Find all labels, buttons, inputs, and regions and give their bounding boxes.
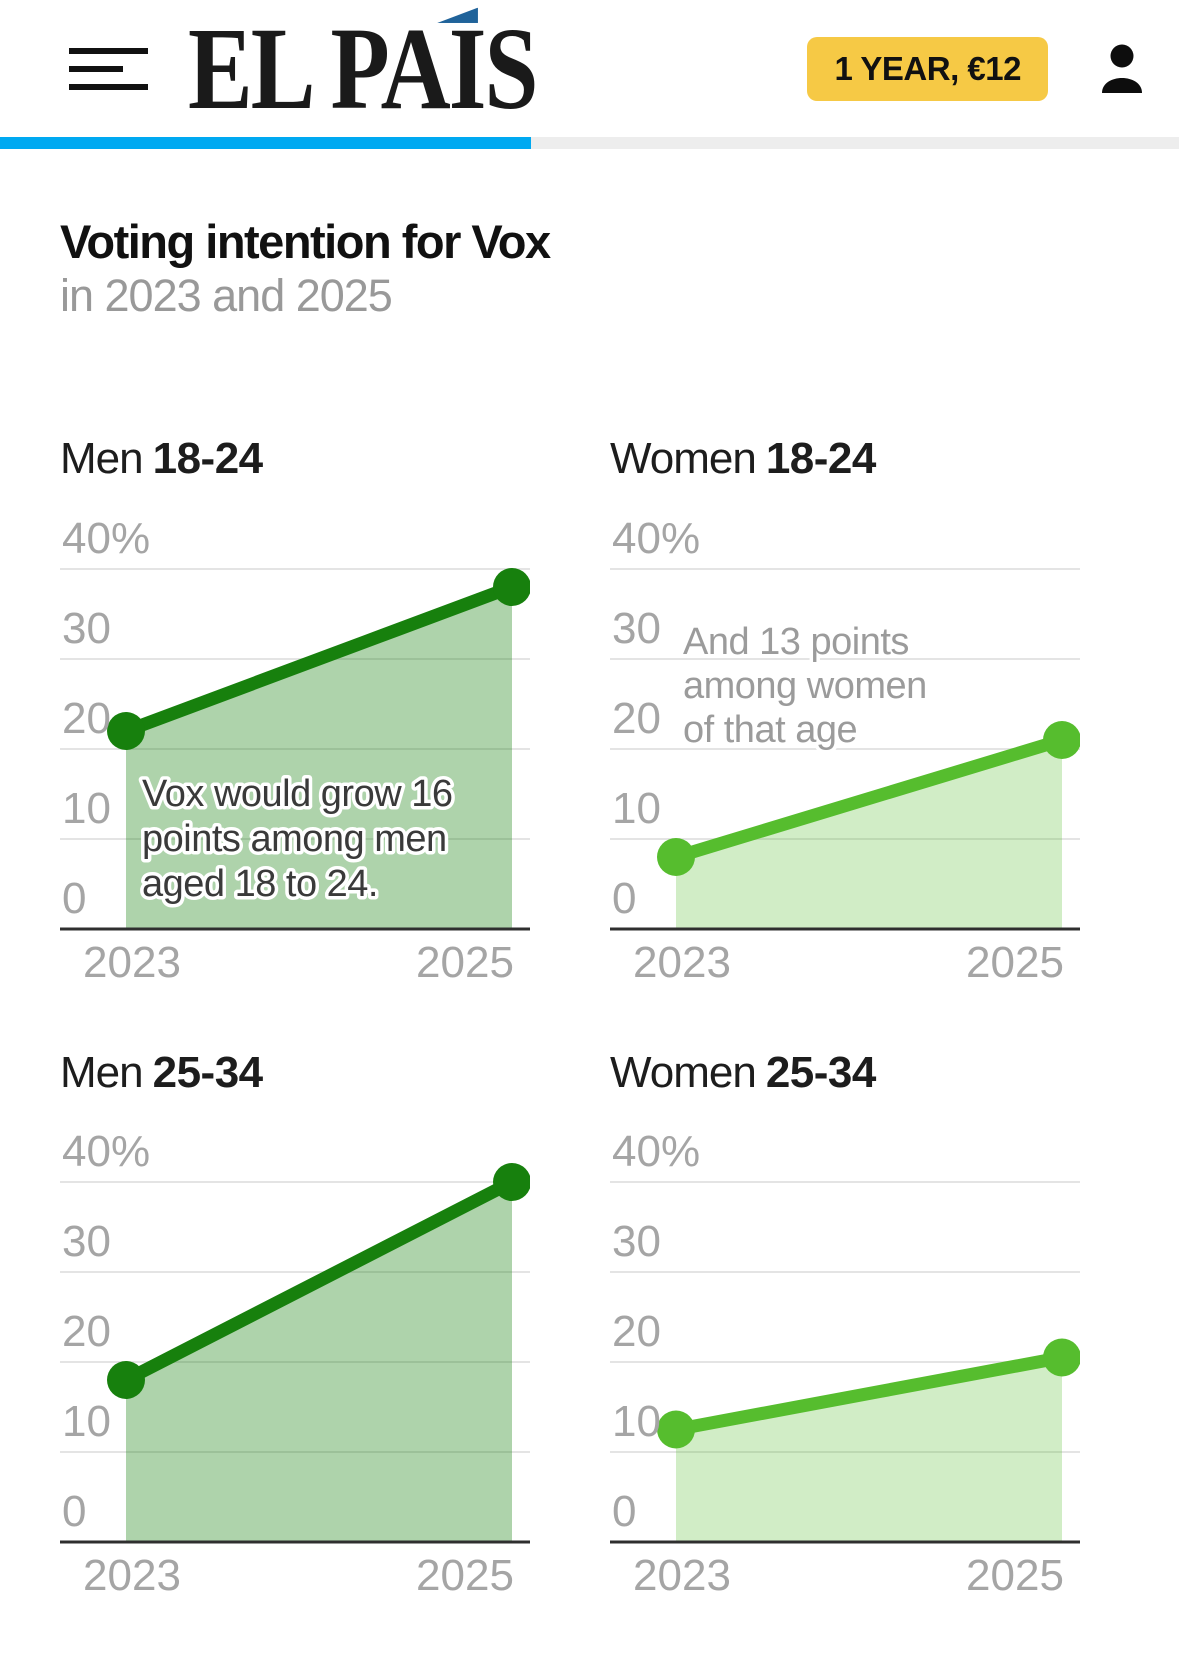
chart-women-18-24-plot: 40% 30 20 10 0 2023 2025 And 13 points among wom… xyxy=(610,519,1080,987)
chart-group-label: Men xyxy=(60,1047,144,1097)
y-tick-label: 30 xyxy=(62,1217,111,1266)
y-tick-label: 20 xyxy=(62,694,111,743)
chart-men-18-24: Men 18-24 40% 30 20 10 0 2023 2025 Vox would gro… xyxy=(60,434,530,988)
chart-men-18-24-plot: 40% 30 20 10 0 2023 2025 Vox would grow 16 point… xyxy=(60,519,530,987)
x-tick-label: 2023 xyxy=(83,1551,181,1600)
y-tick-label: 0 xyxy=(612,1487,636,1536)
area-fill xyxy=(676,739,1062,929)
y-tick-label: 10 xyxy=(612,1397,661,1446)
y-tick-label: 0 xyxy=(612,874,636,923)
reading-progress-fill xyxy=(0,137,531,149)
area-fill xyxy=(126,586,512,929)
small-multiples-grid: Men 18-24 40% 30 20 10 0 2023 2025 Vox would gro… xyxy=(60,434,1119,1602)
trend-line xyxy=(119,580,519,738)
y-tick-label: 30 xyxy=(62,604,111,653)
y-tick-label: 20 xyxy=(62,1307,111,1356)
chart-age-label: 25-34 xyxy=(152,1047,264,1097)
chart-title: Women 18-24 xyxy=(610,434,1080,484)
chart-group-label: Men xyxy=(60,434,144,484)
y-tick-label: 0 xyxy=(62,874,86,923)
data-point-2023 xyxy=(107,1360,145,1399)
x-tick-label: 2025 xyxy=(966,1551,1064,1600)
data-point-2025 xyxy=(493,1162,530,1201)
x-tick-label: 2025 xyxy=(966,938,1064,987)
chart-annotation: And 13 points among women of that age xyxy=(683,621,927,751)
hamburger-bar xyxy=(69,65,123,72)
chart-title: Women 25-34 xyxy=(610,1047,1080,1097)
chart-age-label: 18-24 xyxy=(765,434,877,484)
chart-title: Men 25-34 xyxy=(60,1047,530,1097)
chart-age-label: 25-34 xyxy=(765,1047,877,1097)
x-tick-label: 2023 xyxy=(633,1551,731,1600)
trend-line xyxy=(669,1350,1069,1436)
area-fill xyxy=(126,1181,512,1542)
chart-main-title: Voting intention for Vox xyxy=(60,215,551,268)
y-tick-label: 30 xyxy=(612,1217,661,1266)
x-tick-label: 2025 xyxy=(416,1551,514,1600)
y-tick-label: 10 xyxy=(62,784,111,833)
x-tick-label: 2025 xyxy=(416,938,514,987)
data-point-2025 xyxy=(1043,720,1080,759)
chart-women-18-24: Women 18-24 40% 30 20 10 0 2023 2025 And 13 poin… xyxy=(610,434,1080,988)
chart-men-25-34-plot: 40% 30 20 10 0 2023 2025 xyxy=(60,1132,530,1600)
x-tick-label: 2023 xyxy=(633,938,731,987)
chart-group-label: Women xyxy=(610,434,757,484)
data-point-2023 xyxy=(657,1410,695,1449)
y-tick-label: 30 xyxy=(612,604,661,653)
person-icon[interactable] xyxy=(1100,44,1144,94)
area-fill xyxy=(676,1357,1062,1542)
chart-title: Men 18-24 xyxy=(60,434,530,484)
y-tick-label: 40% xyxy=(62,519,150,563)
chart-women-25-34-plot: 40% 30 20 10 0 2023 2025 xyxy=(610,1132,1080,1600)
hamburger-bar xyxy=(69,47,148,54)
chart-age-label: 18-24 xyxy=(152,434,264,484)
top-bar: EL PAIS 1 YEAR, €12 xyxy=(0,0,1179,137)
chart-women-25-34: Women 25-34 40% 30 20 10 0 2023 2025 xyxy=(610,1047,1080,1602)
data-point-2025 xyxy=(493,567,530,606)
y-tick-label: 20 xyxy=(612,1307,661,1356)
subscribe-button[interactable]: 1 YEAR, €12 xyxy=(807,36,1048,101)
y-tick-label: 20 xyxy=(612,694,661,743)
trend-line xyxy=(119,1175,519,1387)
chart-subtitle: in 2023 and 2025 xyxy=(60,270,393,322)
reading-progress-bar xyxy=(0,137,1179,149)
data-point-2025 xyxy=(1043,1338,1080,1377)
trend-line xyxy=(669,733,1069,864)
chart-group-label: Women xyxy=(610,1047,757,1097)
x-tick-label: 2023 xyxy=(83,938,181,987)
hamburger-icon[interactable] xyxy=(69,47,148,90)
y-tick-label: 10 xyxy=(62,1397,111,1446)
hamburger-bar xyxy=(69,83,148,90)
article-body: Voting intention for Vox in 2023 and 202… xyxy=(0,149,1179,1602)
elpais-logo[interactable]: EL PAIS xyxy=(188,7,538,128)
chart-men-25-34: Men 25-34 40% 30 20 10 0 2023 2025 xyxy=(60,1047,530,1602)
y-tick-label: 40% xyxy=(62,1132,150,1176)
data-point-2023 xyxy=(657,837,695,876)
y-tick-label: 40% xyxy=(612,519,700,563)
data-point-2023 xyxy=(107,711,145,750)
chart-annotation: Vox would grow 16 points among men aged 18… xyxy=(142,773,452,905)
y-tick-label: 0 xyxy=(62,1487,86,1536)
y-tick-label: 10 xyxy=(612,784,661,833)
y-tick-label: 40% xyxy=(612,1132,700,1176)
brand-text: EL PAIS xyxy=(188,2,538,134)
